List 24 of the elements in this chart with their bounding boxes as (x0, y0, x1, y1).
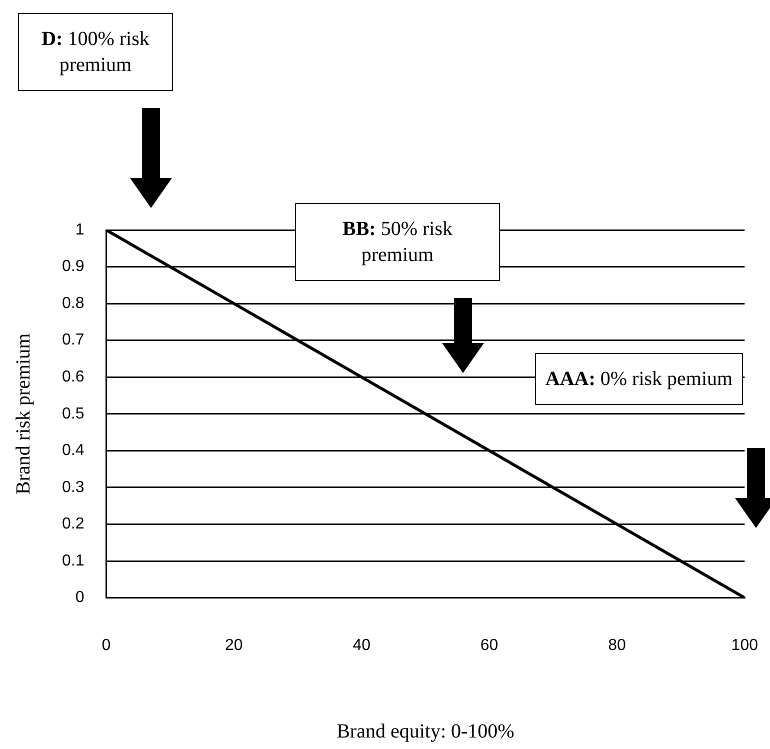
annotation: AAA: 0% risk pemium (545, 368, 733, 390)
y-tick-label: 0.2 (62, 516, 84, 533)
x-axis-title: Brand equity: 0-100% (336, 720, 514, 742)
callout-box: BB: 50% risk premium (295, 203, 500, 281)
y-tick-label: 0.3 (62, 478, 84, 496)
callout-box: D: 100% risk premium (18, 13, 173, 91)
y-tick-label: 1 (75, 221, 84, 238)
y-tick-label: 0.6 (62, 368, 84, 386)
y-tick-label: 0.9 (62, 258, 84, 276)
y-tick-label: 0.1 (62, 552, 84, 570)
x-tick-label: 60 (480, 636, 498, 654)
y-tick-label: 0.4 (62, 442, 84, 460)
x-tick-label: 100 (731, 636, 758, 654)
y-tick-label: 0 (75, 589, 84, 606)
y-tick-label: 0.7 (62, 332, 84, 349)
x-tick-label: 80 (608, 636, 626, 654)
y-axis-title: Brand risk premium (12, 332, 34, 494)
annotation: BB: 50% risk premium (342, 218, 452, 266)
x-tick-label: 0 (102, 636, 111, 654)
x-tick-label: 20 (225, 636, 243, 654)
y-tick-label: 0.8 (62, 294, 84, 312)
callout-box: AAA: 0% risk pemium (535, 353, 743, 405)
x-tick-label: 40 (352, 636, 371, 654)
y-tick-label: 0.5 (62, 405, 84, 422)
